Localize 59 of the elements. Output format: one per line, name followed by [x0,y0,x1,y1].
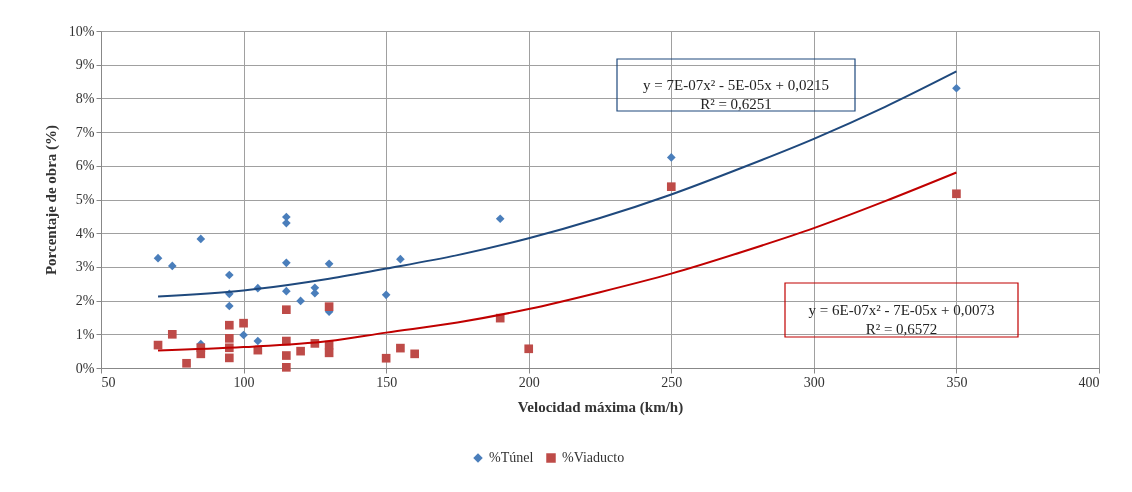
line-series [157,70,958,298]
x-tick-label: 300 [803,374,825,390]
point [296,296,305,306]
point [282,351,291,360]
x-tick-label: 150 [376,374,398,390]
y-tick-label: 2% [75,293,95,309]
point [224,334,234,343]
x-tick-label: 100 [233,374,255,390]
point [224,353,234,363]
point [282,286,291,296]
y-tick-label: 5% [75,192,95,207]
point [952,83,961,93]
point [153,253,163,263]
x-tick-label: 250 [661,374,683,390]
y-tick-label: 8% [75,90,95,106]
point [666,182,676,192]
point [253,336,263,346]
point [282,305,291,315]
y-tick-label: 7% [75,124,95,140]
point [666,153,676,162]
x-tick-label: 50 [101,374,116,390]
point [282,363,291,372]
x-axis-title: Velocidad máxima (km/h) [517,398,684,416]
point [524,344,534,354]
point [196,234,206,244]
point [410,349,419,359]
y-tick-label: 1% [75,326,95,342]
legend-label: %Túnel [489,450,534,465]
point [381,353,391,363]
annotation: y = 6E-07x² - 7E-05x + 0,0073 R² = 0,6572 [808,302,995,337]
x-tick-label: 400 [1078,374,1100,390]
legend-label: %Viaducto [562,450,625,465]
x-tick-label: 350 [946,374,968,390]
y-axis-title: Porcentaje de obra (%) [42,124,60,276]
y-tick-label: 10% [68,23,95,39]
point [196,349,206,359]
point [224,320,234,330]
point [167,329,177,339]
point [952,189,961,199]
point [239,318,248,328]
point [224,301,234,311]
y-tick-label: 3% [75,259,95,275]
point [296,346,305,356]
point [381,290,391,300]
y-tick-label: 6% [75,158,95,174]
point [495,214,505,224]
point [167,261,177,271]
point [324,302,334,311]
annotation: y = 7E-07x² - 5E-05x + 0,0215 R² = 0,6251 [643,77,829,112]
point [282,258,291,268]
point [396,254,405,264]
x-tick-label: 200 [518,374,540,390]
point [396,343,405,353]
point [182,358,191,368]
point [224,270,234,280]
point [324,259,334,269]
y-tick-label: 0% [75,360,95,376]
y-tick-label: 9% [75,57,95,73]
y-tick-label: 4% [75,225,95,241]
